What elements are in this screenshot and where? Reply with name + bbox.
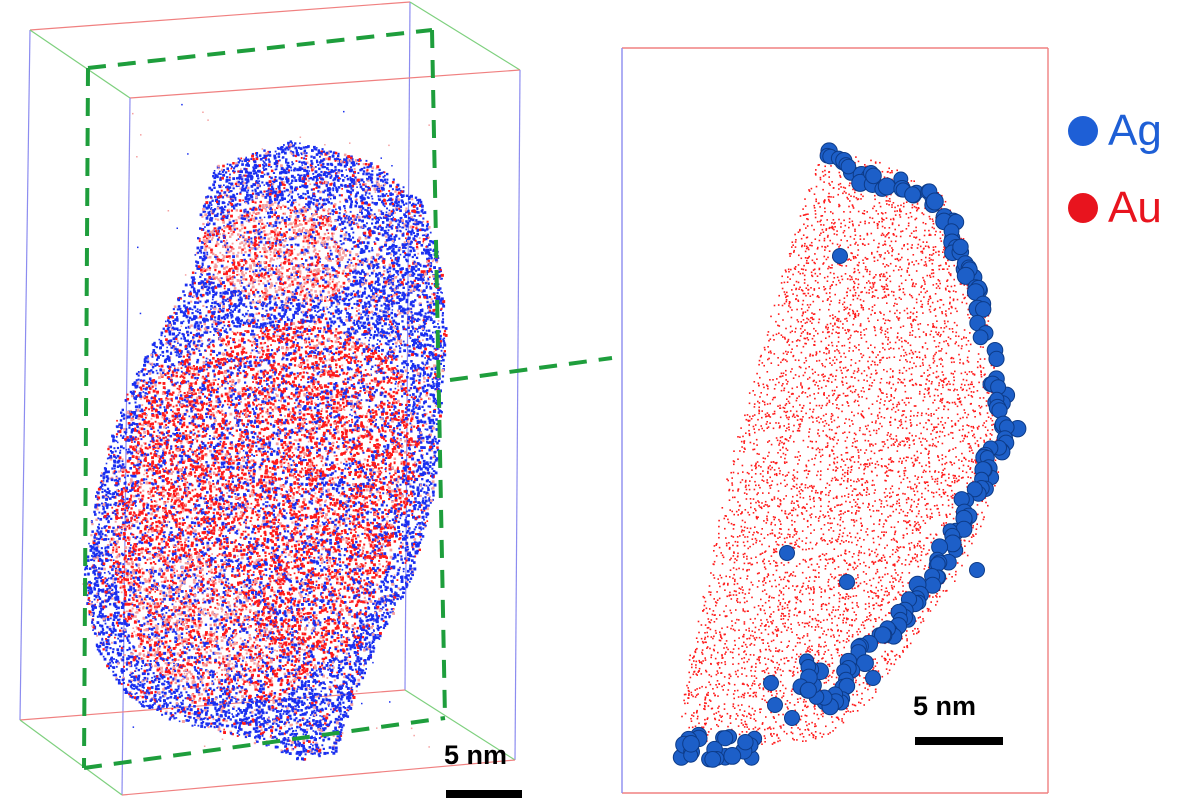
scalebar-right-label: 5 nm xyxy=(913,693,976,720)
legend-ag: Ag xyxy=(1068,109,1162,153)
legend-au-label: Au xyxy=(1108,186,1162,230)
legend-au-dot xyxy=(1068,193,1098,223)
scalebar-right-bar xyxy=(915,737,1003,745)
slice-view-frame xyxy=(621,47,1049,794)
legend-ag-label: Ag xyxy=(1108,109,1162,153)
atom-point-cloud xyxy=(82,103,448,761)
legend-ag-dot xyxy=(1068,116,1098,146)
slice-ag-atoms xyxy=(672,142,1027,768)
slice-plane-outline xyxy=(82,28,613,770)
scalebar-left-label: 5 nm xyxy=(444,742,507,769)
scalebar-left-bar xyxy=(446,790,522,798)
legend-au: Au xyxy=(1068,186,1162,230)
